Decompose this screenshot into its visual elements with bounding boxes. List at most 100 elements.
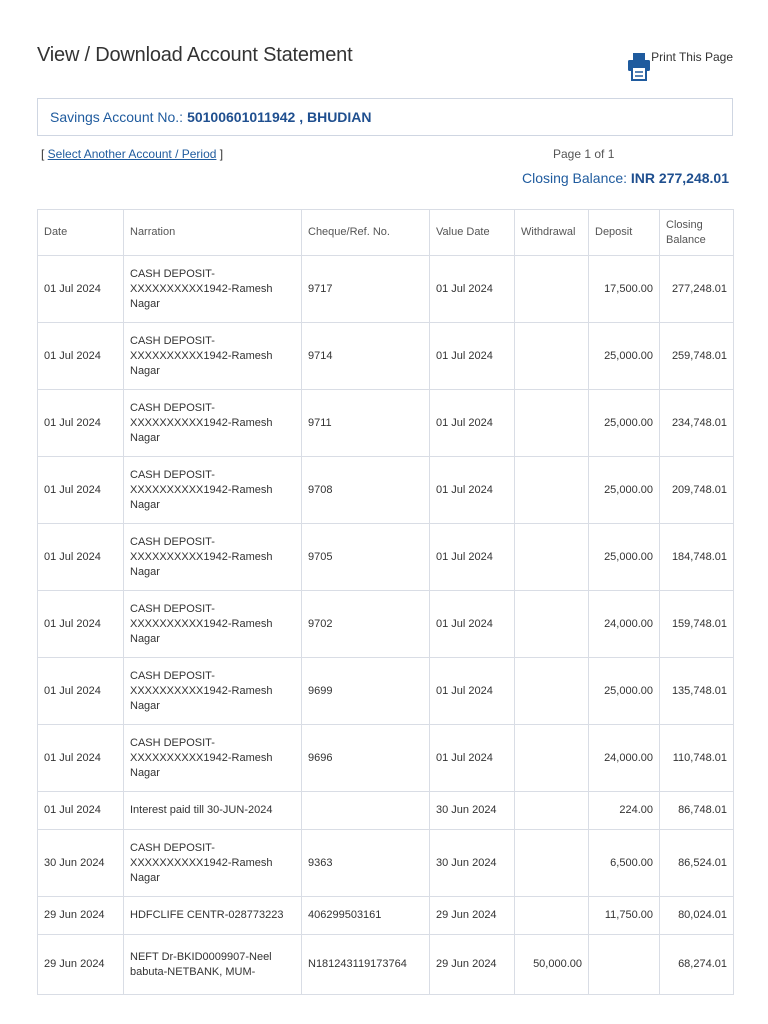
printer-icon bbox=[628, 53, 651, 81]
cell-deposit: 6,500.00 bbox=[588, 829, 660, 897]
cell-date: 01 Jul 2024 bbox=[37, 590, 124, 658]
cell-ref: 406299503161 bbox=[301, 896, 430, 935]
table-row: 01 Jul 2024 CASH DEPOSIT-XXXXXXXXXX1942-… bbox=[37, 657, 734, 725]
cell-withdrawal bbox=[514, 896, 589, 935]
table-row: 01 Jul 2024 CASH DEPOSIT-XXXXXXXXXX1942-… bbox=[37, 389, 734, 457]
cell-date: 01 Jul 2024 bbox=[37, 523, 124, 591]
cell-balance: 110,748.01 bbox=[659, 724, 734, 792]
cell-balance: 234,748.01 bbox=[659, 389, 734, 457]
cell-deposit: 25,000.00 bbox=[588, 456, 660, 524]
cell-narration: CASH DEPOSIT-XXXXXXXXXX1942-Ramesh Nagar bbox=[123, 389, 302, 457]
page-header: View / Download Account Statement Print … bbox=[37, 44, 733, 84]
cell-narration: HDFCLIFE CENTR-028773223 bbox=[123, 896, 302, 935]
cell-date: 01 Jul 2024 bbox=[37, 791, 124, 830]
cell-withdrawal bbox=[514, 724, 589, 792]
table-row: 01 Jul 2024 Interest paid till 30-JUN-20… bbox=[37, 791, 734, 830]
page-info: Page 1 of 1 bbox=[553, 147, 615, 161]
cell-balance: 135,748.01 bbox=[659, 657, 734, 725]
cell-narration: CASH DEPOSIT-XXXXXXXXXX1942-Ramesh Nagar bbox=[123, 590, 302, 658]
closing-balance: Closing Balance: INR 277,248.01 bbox=[522, 170, 729, 186]
cell-balance: 209,748.01 bbox=[659, 456, 734, 524]
cell-balance: 259,748.01 bbox=[659, 322, 734, 390]
cell-date: 01 Jul 2024 bbox=[37, 724, 124, 792]
cell-balance: 277,248.01 bbox=[659, 255, 734, 323]
select-account-row: [ Select Another Account / Period ] bbox=[41, 147, 223, 161]
cell-withdrawal bbox=[514, 255, 589, 323]
cell-ref: 9705 bbox=[301, 523, 430, 591]
cell-deposit: 25,000.00 bbox=[588, 523, 660, 591]
cell-value-date: 01 Jul 2024 bbox=[429, 657, 515, 725]
cell-withdrawal bbox=[514, 657, 589, 725]
cell-deposit: 224.00 bbox=[588, 791, 660, 830]
cell-ref: 9363 bbox=[301, 829, 430, 897]
table-row: 29 Jun 2024 HDFCLIFE CENTR-028773223 406… bbox=[37, 896, 734, 935]
table-row: 01 Jul 2024 CASH DEPOSIT-XXXXXXXXXX1942-… bbox=[37, 255, 734, 323]
cell-narration: Interest paid till 30-JUN-2024 bbox=[123, 791, 302, 830]
cell-narration: CASH DEPOSIT-XXXXXXXXXX1942-Ramesh Nagar bbox=[123, 255, 302, 323]
cell-date: 01 Jul 2024 bbox=[37, 255, 124, 323]
cell-deposit: 11,750.00 bbox=[588, 896, 660, 935]
cell-withdrawal bbox=[514, 322, 589, 390]
cell-narration: CASH DEPOSIT-XXXXXXXXXX1942-Ramesh Nagar bbox=[123, 657, 302, 725]
cell-value-date: 30 Jun 2024 bbox=[429, 829, 515, 897]
closing-balance-label: Closing Balance: bbox=[521, 170, 628, 186]
cell-withdrawal: 50,000.00 bbox=[514, 934, 589, 995]
cell-narration: CASH DEPOSIT-XXXXXXXXXX1942-Ramesh Nagar bbox=[123, 523, 302, 591]
cell-withdrawal bbox=[514, 590, 589, 658]
cell-value-date: 29 Jun 2024 bbox=[429, 934, 515, 995]
cell-withdrawal bbox=[514, 829, 589, 897]
cell-withdrawal bbox=[514, 456, 589, 524]
cell-value-date: 01 Jul 2024 bbox=[429, 456, 515, 524]
select-another-account-link[interactable]: Select Another Account / Period bbox=[47, 147, 217, 161]
table-row: 01 Jul 2024 CASH DEPOSIT-XXXXXXXXXX1942-… bbox=[37, 724, 734, 792]
cell-deposit: 25,000.00 bbox=[588, 389, 660, 457]
cell-ref: N181243119173764 bbox=[301, 934, 430, 995]
cell-ref: 9711 bbox=[301, 389, 430, 457]
page-title: View / Download Account Statement bbox=[37, 44, 353, 66]
cell-ref: 9696 bbox=[301, 724, 430, 792]
table-header-row: Date Narration Cheque/Ref. No. Value Dat… bbox=[37, 209, 734, 256]
cell-balance: 159,748.01 bbox=[659, 590, 734, 658]
cell-balance: 68,274.01 bbox=[659, 934, 734, 995]
account-number: 50100601011942 , BHUDIAN bbox=[187, 109, 372, 125]
cell-ref: 9717 bbox=[301, 255, 430, 323]
cell-balance: 80,024.01 bbox=[659, 896, 734, 935]
cell-date: 01 Jul 2024 bbox=[37, 322, 124, 390]
cell-value-date: 01 Jul 2024 bbox=[429, 322, 515, 390]
cell-date: 30 Jun 2024 bbox=[37, 829, 124, 897]
close-bracket: ] bbox=[216, 147, 224, 161]
col-header-deposit: Deposit bbox=[588, 209, 660, 256]
print-page-button[interactable]: Print This Page bbox=[627, 50, 733, 81]
col-header-value-date: Value Date bbox=[429, 209, 515, 256]
cell-narration: CASH DEPOSIT-XXXXXXXXXX1942-Ramesh Nagar bbox=[123, 322, 302, 390]
cell-narration: CASH DEPOSIT-XXXXXXXXXX1942-Ramesh Nagar bbox=[123, 829, 302, 897]
col-header-withdrawal: Withdrawal bbox=[514, 209, 589, 256]
cell-value-date: 30 Jun 2024 bbox=[429, 791, 515, 830]
cell-deposit: 24,000.00 bbox=[588, 590, 660, 658]
cell-narration: NEFT Dr-BKID0009907-Neel babuta-NETBANK,… bbox=[123, 934, 302, 995]
cell-date: 29 Jun 2024 bbox=[37, 934, 124, 995]
table-row: 29 Jun 2024 NEFT Dr-BKID0009907-Neel bab… bbox=[37, 934, 734, 995]
cell-deposit: 17,500.00 bbox=[588, 255, 660, 323]
cell-deposit: 24,000.00 bbox=[588, 724, 660, 792]
statement-table: Date Narration Cheque/Ref. No. Value Dat… bbox=[37, 209, 734, 995]
table-row: 01 Jul 2024 CASH DEPOSIT-XXXXXXXXXX1942-… bbox=[37, 523, 734, 591]
table-row: 01 Jul 2024 CASH DEPOSIT-XXXXXXXXXX1942-… bbox=[37, 322, 734, 390]
cell-ref: 9699 bbox=[301, 657, 430, 725]
cell-balance: 184,748.01 bbox=[659, 523, 734, 591]
col-header-narration: Narration bbox=[123, 209, 302, 256]
cell-date: 01 Jul 2024 bbox=[37, 389, 124, 457]
cell-withdrawal bbox=[514, 523, 589, 591]
cell-value-date: 01 Jul 2024 bbox=[429, 590, 515, 658]
cell-ref: 9714 bbox=[301, 322, 430, 390]
cell-ref bbox=[301, 791, 430, 830]
col-header-closing-balance: Closing Balance bbox=[659, 209, 734, 256]
cell-balance: 86,524.01 bbox=[659, 829, 734, 897]
table-row: 01 Jul 2024 CASH DEPOSIT-XXXXXXXXXX1942-… bbox=[37, 590, 734, 658]
cell-ref: 9708 bbox=[301, 456, 430, 524]
account-info-box: Savings Account No.: 50100601011942 , BH… bbox=[37, 98, 733, 136]
print-label: Print This Page bbox=[651, 50, 733, 64]
col-header-ref: Cheque/Ref. No. bbox=[301, 209, 430, 256]
account-label: Savings Account No.: bbox=[50, 109, 184, 125]
closing-balance-value: INR 277,248.01 bbox=[630, 170, 729, 186]
